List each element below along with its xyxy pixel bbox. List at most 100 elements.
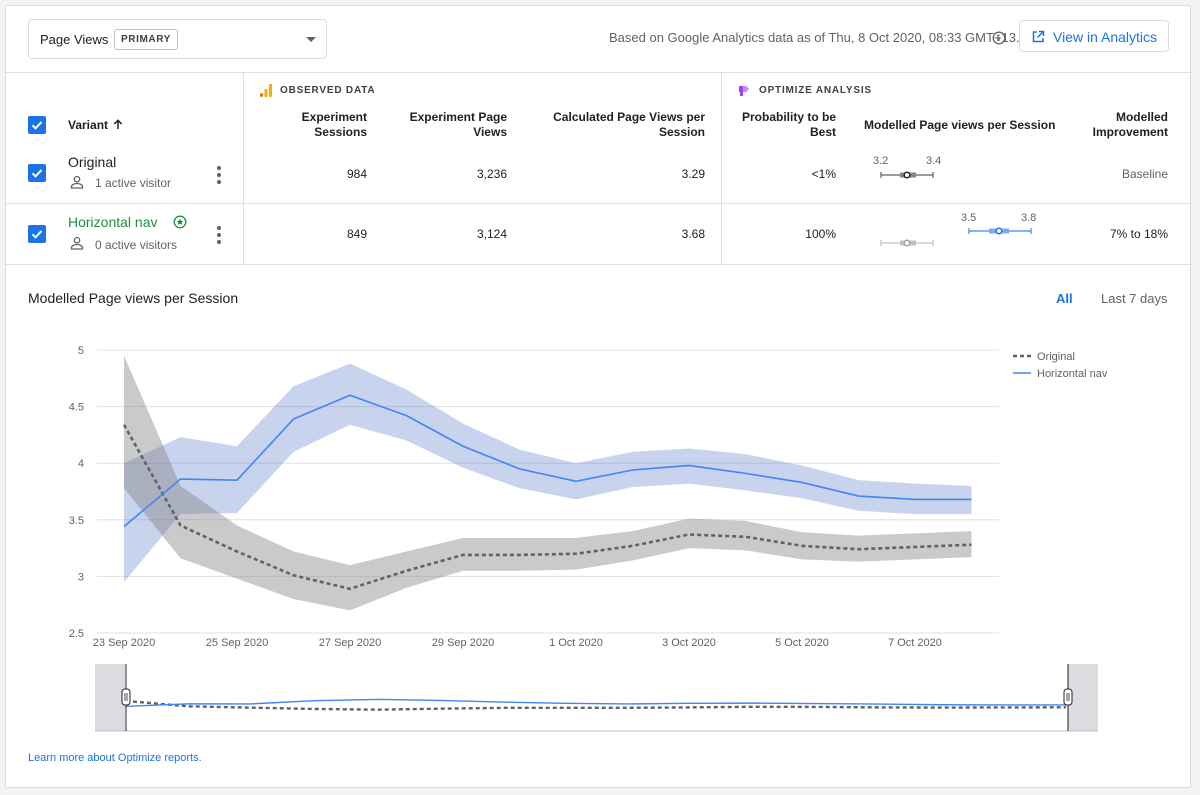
- y-tick-label: 2.5: [69, 628, 84, 640]
- check-icon: [31, 230, 43, 239]
- x-tick-label: 25 Sep 2020: [206, 637, 268, 649]
- header-line: Improvement: [1092, 125, 1168, 139]
- header-line: Experiment Page: [409, 110, 507, 124]
- y-tick-label: 3.5: [69, 515, 84, 527]
- sessions-horizontal-nav: 849: [346, 227, 367, 241]
- legend-label: Original: [1037, 351, 1075, 363]
- x-tick-label: 3 Oct 2020: [662, 637, 716, 649]
- confidence-band-horizontal-nav: [124, 363, 972, 583]
- divider: [6, 264, 1192, 265]
- improvement-horizontal-nav: 7% to 18%: [1109, 227, 1168, 241]
- range-last-7-days-button[interactable]: Last 7 days: [1101, 291, 1168, 306]
- ci-high-original: 3.4: [926, 155, 942, 167]
- metric-selector[interactable]: Page Views PRIMARY: [28, 19, 327, 59]
- person-icon: [70, 236, 84, 250]
- y-tick-label: 5: [78, 345, 84, 357]
- modelled-column-header: Modelled Page views per Session: [864, 118, 1056, 132]
- header-line: Views: [473, 125, 507, 139]
- x-tick-label: 7 Oct 2020: [888, 637, 942, 649]
- more-options-icon[interactable]: [217, 166, 221, 187]
- check-icon: [31, 121, 43, 130]
- x-tick-label: 23 Sep 2020: [93, 637, 155, 649]
- divider: [721, 72, 722, 264]
- variant-column-header[interactable]: Variant: [68, 118, 123, 133]
- person-icon: [70, 175, 84, 189]
- series-line-original: [122, 424, 972, 591]
- modelled-page-views-chart: 5 4.5 4 3.5 3 2.5 23 Sep 2020 25 Sep 2020 27 Sep…: [69, 345, 1108, 732]
- series-line-horizontal-nav: [123, 394, 972, 528]
- probability-column-header: Probability to be Best: [742, 110, 836, 140]
- x-tick-label: 5 Oct 2020: [775, 637, 829, 649]
- legend-label: Horizontal nav: [1037, 368, 1108, 380]
- x-tick-label: 29 Sep 2020: [432, 637, 494, 649]
- divider: [6, 72, 1192, 73]
- optimize-analysis-heading: OPTIMIZE ANALYSIS: [759, 85, 872, 96]
- variant-name-horizontal-nav[interactable]: Horizontal nav: [68, 214, 158, 230]
- variant-checkbox-horizontal-nav[interactable]: [28, 225, 46, 243]
- navigator-mask-right: [1068, 664, 1098, 731]
- leader-star-icon: [173, 215, 187, 229]
- active-visitors-horizontal-nav: 0 active visitors: [95, 238, 178, 252]
- header-line: Calculated Page Views per: [553, 110, 705, 124]
- y-tick-label: 4.5: [69, 402, 84, 414]
- chart-title: Modelled Page views per Session: [28, 290, 239, 306]
- header-line: Probability to be: [741, 110, 836, 124]
- active-visitors-original: 1 active visitor: [95, 176, 172, 190]
- view-in-analytics-button[interactable]: View in Analytics: [1019, 20, 1169, 52]
- y-tick-label: 4: [78, 458, 84, 470]
- select-all-checkbox[interactable]: [28, 116, 46, 134]
- header-line: Best: [809, 125, 836, 139]
- navigator-handle-left[interactable]: [121, 688, 131, 706]
- sessions-column-header: Experiment Sessions: [302, 110, 367, 140]
- ci-low-original: 3.2: [873, 155, 889, 167]
- experiment-report-card: Page Views PRIMARY Based on Google Analy…: [5, 5, 1192, 788]
- variant-checkbox-original[interactable]: [28, 164, 46, 182]
- navigator-line: [125, 698, 1066, 708]
- learn-more-link[interactable]: Learn more about Optimize reports.: [28, 752, 202, 764]
- optimize-logo-icon: [739, 86, 749, 96]
- page-views-column-header: Experiment Page Views: [410, 110, 507, 140]
- ci-high-horizontal-nav: 3.8: [1021, 212, 1037, 224]
- page-views-horizontal-nav: 3,124: [476, 227, 507, 241]
- navigator-handle-right[interactable]: [1063, 688, 1073, 706]
- sort-ascending-icon: [114, 119, 123, 129]
- calc-original: 3.29: [681, 167, 705, 181]
- more-options-icon[interactable]: [217, 226, 221, 247]
- improvement-column-header: Modelled Improvement: [1093, 110, 1168, 140]
- metric-label: Page Views: [40, 32, 109, 47]
- header-line: Modelled: [1115, 110, 1168, 124]
- ci-low-horizontal-nav: 3.5: [961, 212, 977, 224]
- navigator-mask-left: [95, 664, 125, 731]
- ci-plot-horizontal-nav: [880, 227, 1032, 247]
- prob-original: <1%: [811, 167, 836, 181]
- range-all-button[interactable]: All: [1056, 291, 1073, 306]
- view-in-analytics-label: View in Analytics: [1053, 29, 1158, 45]
- sessions-original: 984: [346, 167, 367, 181]
- ci-plot-original: [880, 171, 934, 179]
- x-tick-label: 1 Oct 2020: [549, 637, 603, 649]
- improvement-original: Baseline: [1121, 167, 1168, 181]
- prob-horizontal-nav: 100%: [805, 227, 836, 241]
- header-line: Session: [658, 125, 705, 139]
- header-line: Experiment: [301, 110, 367, 124]
- divider: [6, 203, 1192, 204]
- navigator-line: [125, 699, 1067, 711]
- x-tick-label: 27 Sep 2020: [319, 637, 381, 649]
- calc-horizontal-nav: 3.68: [681, 227, 705, 241]
- observed-data-heading: OBSERVED DATA: [280, 85, 376, 96]
- y-tick-label: 3: [78, 571, 84, 583]
- divider: [243, 72, 244, 264]
- page-views-original: 3,236: [476, 167, 507, 181]
- calculated-column-header: Calculated Page Views per Session: [553, 110, 705, 140]
- primary-badge: PRIMARY: [114, 29, 178, 50]
- analytics-logo-icon: [260, 84, 272, 97]
- info-icon[interactable]: [992, 31, 1006, 45]
- variant-name-original[interactable]: Original: [68, 154, 117, 170]
- check-icon: [31, 169, 43, 178]
- data-freshness-note: Based on Google Analytics data as of Thu…: [609, 30, 1020, 45]
- variant-header-label: Variant: [68, 118, 109, 132]
- dropdown-arrow-icon: [306, 37, 316, 42]
- open-in-new-icon: [1032, 30, 1045, 43]
- confidence-band-original: [124, 355, 972, 611]
- header-line: Sessions: [314, 125, 367, 139]
